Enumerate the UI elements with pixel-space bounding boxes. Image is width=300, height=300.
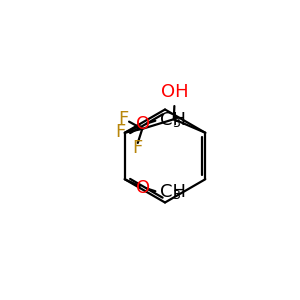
- Text: F: F: [116, 124, 126, 141]
- Text: OH: OH: [160, 83, 188, 101]
- Text: O: O: [136, 179, 150, 197]
- Text: CH: CH: [160, 111, 186, 129]
- Text: 3: 3: [172, 117, 180, 130]
- Text: O: O: [136, 116, 150, 133]
- Text: 3: 3: [172, 189, 180, 202]
- Text: F: F: [118, 110, 129, 128]
- Text: CH: CH: [160, 183, 186, 201]
- Text: F: F: [133, 139, 143, 157]
